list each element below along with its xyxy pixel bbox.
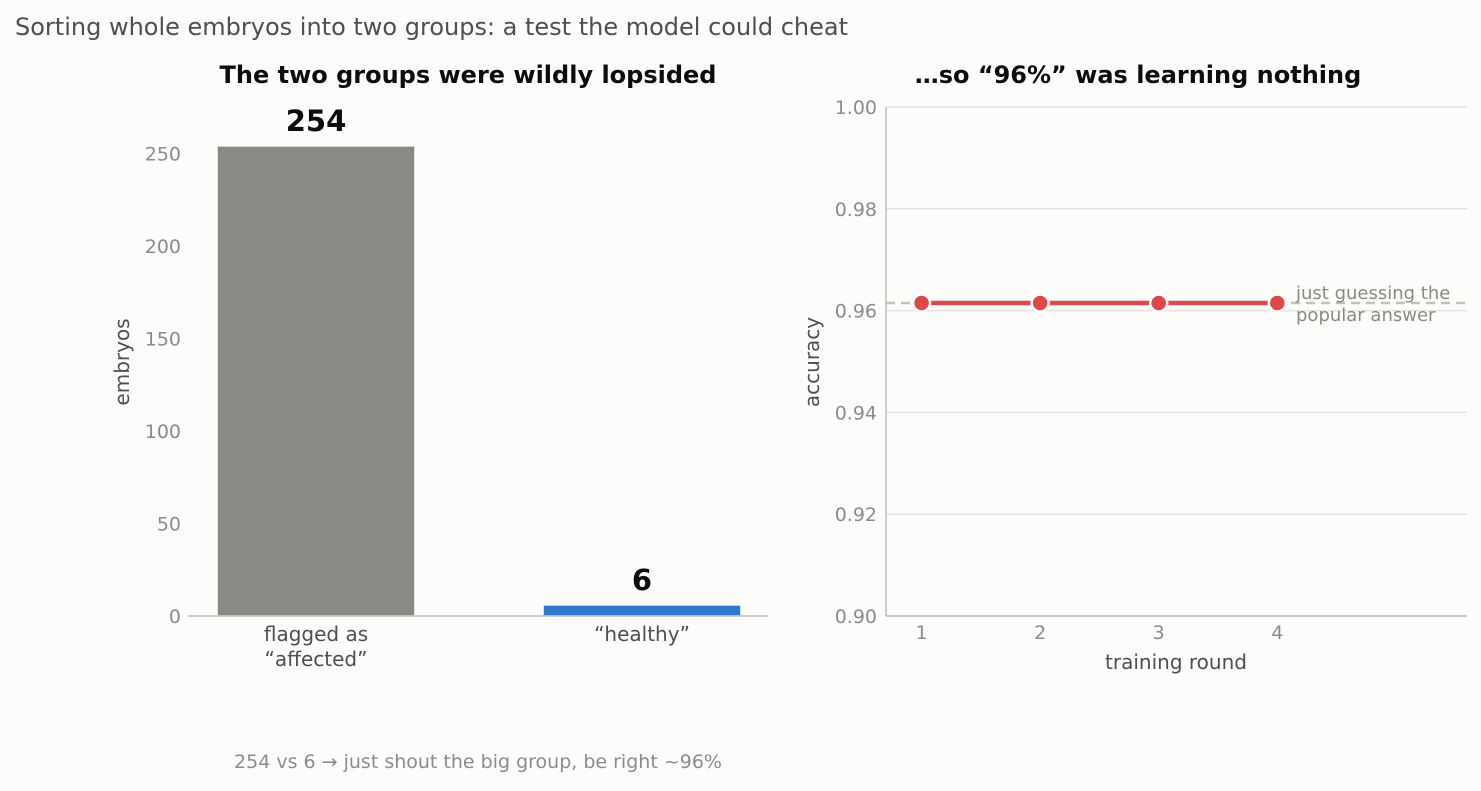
bar-chart: The two groups were wildly lopsided 0 50 1… bbox=[110, 61, 768, 671]
bar-x-categories: flagged as “affected” “healthy” bbox=[264, 622, 690, 671]
line-chart-title: …so “96%” was learning nothing bbox=[915, 61, 1362, 89]
baseline-annotation-line-1: just guessing the bbox=[1295, 283, 1450, 304]
line-y-tick-label: 1.00 bbox=[835, 97, 877, 119]
bar-y-axis-label: embryos bbox=[110, 318, 134, 405]
accuracy-points bbox=[911, 293, 1288, 313]
line-x-tick-label: 3 bbox=[1153, 622, 1165, 644]
bar-data-labels: 254 6 bbox=[286, 104, 652, 597]
line-y-tick-label: 0.98 bbox=[835, 199, 877, 221]
bar-x-category-label: “healthy” bbox=[594, 622, 690, 646]
bar-data-label: 6 bbox=[632, 563, 652, 597]
line-y-tick-label: 0.96 bbox=[835, 301, 877, 323]
bar-y-tick-label: 150 bbox=[145, 328, 181, 350]
bar-y-ticks: 0 50 100 150 200 250 bbox=[145, 143, 181, 628]
line-y-axis-label: accuracy bbox=[800, 317, 824, 407]
bar-x-category-line: “healthy” bbox=[594, 622, 690, 646]
accuracy-point bbox=[1267, 293, 1288, 313]
bar-y-tick-label: 200 bbox=[145, 236, 181, 258]
line-x-axis-label: training round bbox=[1105, 650, 1247, 674]
bar-x-category-label: flagged as “affected” bbox=[264, 622, 368, 671]
bar-y-tick-label: 50 bbox=[157, 513, 181, 535]
bar-0 bbox=[216, 145, 416, 617]
line-gridlines bbox=[886, 106, 1467, 617]
bar-1 bbox=[542, 604, 742, 617]
accuracy-point bbox=[911, 293, 932, 313]
baseline-annotation-line-2: popular answer bbox=[1296, 305, 1436, 326]
baseline-annotation: just guessing the popular answer bbox=[1295, 283, 1456, 326]
line-x-ticks: 1 2 3 4 bbox=[916, 622, 1284, 644]
bar-x-category-line: flagged as bbox=[264, 622, 368, 646]
bar-data-label: 254 bbox=[286, 104, 347, 138]
line-chart: …so “96%” was learning nothing 0.900.920… bbox=[800, 61, 1467, 674]
line-y-tick-label: 0.92 bbox=[835, 504, 877, 526]
line-y-tick-label: 0.90 bbox=[835, 606, 877, 628]
figure-suptitle: Sorting whole embryos into two groups: a… bbox=[15, 13, 848, 41]
bar-y-tick-label: 100 bbox=[145, 421, 181, 443]
bar-x-category-line: “affected” bbox=[265, 647, 368, 671]
line-x-tick-label: 2 bbox=[1034, 622, 1046, 644]
bar-chart-title: The two groups were wildly lopsided bbox=[220, 61, 717, 89]
accuracy-point bbox=[1148, 293, 1169, 313]
line-y-ticks: 0.90 0.92 0.94 0.96 0.98 1.00 bbox=[835, 97, 877, 628]
bar-y-tick-label: 250 bbox=[145, 143, 181, 165]
accuracy-point bbox=[1030, 293, 1050, 313]
bar-bars bbox=[216, 145, 742, 617]
bar-y-tick-label: 0 bbox=[169, 606, 181, 628]
line-x-tick-label: 4 bbox=[1271, 622, 1283, 644]
line-y-tick-label: 0.94 bbox=[835, 402, 877, 424]
figure-caption: 254 vs 6 → just shout the big group, be … bbox=[234, 751, 722, 773]
line-x-tick-label: 1 bbox=[916, 622, 928, 644]
